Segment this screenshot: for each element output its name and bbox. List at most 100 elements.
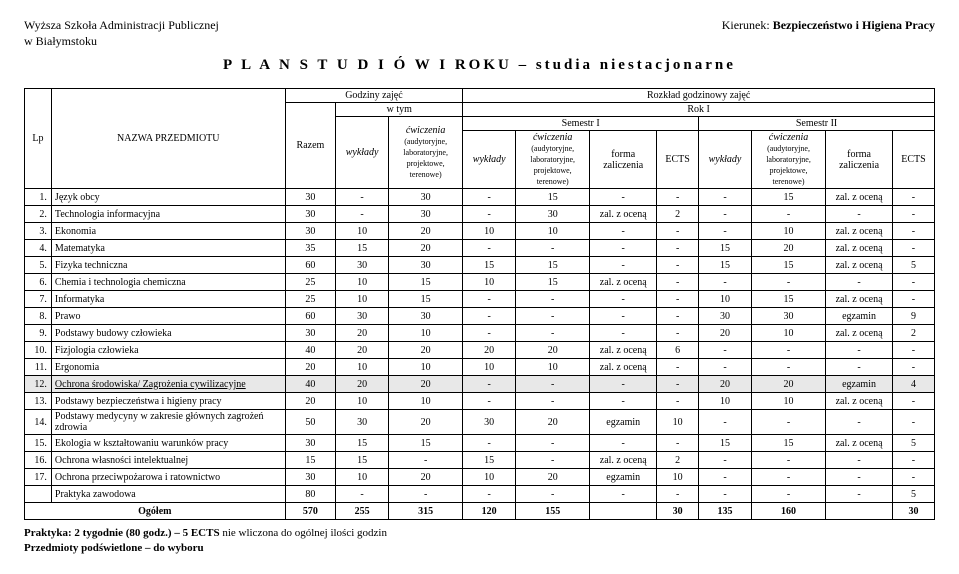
table-row: 6.Chemia i technologia chemiczna25101510…: [25, 274, 935, 291]
cell-value: zal. z oceną: [826, 393, 893, 410]
cell-value: -: [516, 452, 590, 469]
cell-value: 5: [892, 257, 934, 274]
sum-cell: 160: [751, 503, 825, 520]
cell-value: 2: [657, 452, 699, 469]
cell-value: -: [657, 486, 699, 503]
cell-value: -: [657, 257, 699, 274]
cell-value: -: [657, 223, 699, 240]
cell-value: -: [590, 308, 657, 325]
cell-value: 10: [699, 291, 752, 308]
cell-value: -: [699, 189, 752, 206]
cell-value: -: [826, 452, 893, 469]
cell-value: -: [463, 206, 516, 223]
table-row: Praktyka zawodowa80---------5: [25, 486, 935, 503]
cell-value: -: [826, 274, 893, 291]
cell-value: -: [751, 452, 825, 469]
table-row: 1.Język obcy30-30-15---15zal. z oceną-: [25, 189, 935, 206]
col-total: Razem: [285, 103, 336, 189]
cell-value: 30: [285, 469, 336, 486]
cell-value: -: [892, 452, 934, 469]
cell-value: 50: [285, 410, 336, 435]
table-row: 11.Ergonomia2010101010zal. z oceną-----: [25, 359, 935, 376]
cell-value: egzamin: [590, 410, 657, 435]
cell-num: 5.: [25, 257, 52, 274]
cell-num: 1.: [25, 189, 52, 206]
cell-value: -: [699, 274, 752, 291]
cell-value: 30: [463, 410, 516, 435]
table-row: 12.Ochrona środowiska/ Zagrożenia cywili…: [25, 376, 935, 393]
cell-value: 30: [751, 308, 825, 325]
cell-value: -: [590, 393, 657, 410]
cell-value: -: [516, 291, 590, 308]
cell-value: -: [699, 223, 752, 240]
cell-value: 20: [336, 342, 389, 359]
cell-value: zal. z oceną: [590, 342, 657, 359]
cell-value: -: [516, 486, 590, 503]
cell-value: 6: [657, 342, 699, 359]
cell-value: 10: [657, 469, 699, 486]
cell-value: -: [751, 206, 825, 223]
table-row: 4.Matematyka351520----1520zal. z oceną-: [25, 240, 935, 257]
footer-line1b: nie wliczona do ogólnej ilości godzin: [220, 527, 387, 539]
cell-num: 14.: [25, 410, 52, 435]
cell-value: zal. z oceną: [826, 325, 893, 342]
table-row: 14.Podstawy medycyny w zakresie głównych…: [25, 410, 935, 435]
cell-value: 30: [336, 257, 389, 274]
cell-name: Ekologia w kształtowaniu warunków pracy: [51, 435, 285, 452]
cell-num: 3.: [25, 223, 52, 240]
cell-value: 10: [388, 359, 462, 376]
cell-value: 30: [336, 308, 389, 325]
footer-block: Praktyka: 2 tygodnie (80 godz.) – 5 ECTS…: [24, 526, 935, 556]
cell-value: 15: [751, 291, 825, 308]
footer-line2-text: Przedmioty podświetlone – do wyboru: [24, 542, 204, 554]
cell-value: -: [699, 359, 752, 376]
cell-value: 30: [336, 410, 389, 435]
sum-cell: 570: [285, 503, 336, 520]
cell-value: 20: [751, 376, 825, 393]
cell-value: 15: [699, 240, 752, 257]
cell-value: -: [463, 393, 516, 410]
cell-value: -: [590, 291, 657, 308]
cell-value: -: [463, 308, 516, 325]
cell-value: -: [892, 223, 934, 240]
exercises-label-s1: ćwiczenia: [533, 132, 572, 143]
table-head: Lp NAZWA PRZEDMIOTU Godziny zajęć Rozkła…: [25, 89, 935, 189]
cell-value: -: [751, 359, 825, 376]
cell-value: 40: [285, 376, 336, 393]
cell-value: -: [590, 240, 657, 257]
cell-value: 20: [516, 410, 590, 435]
cell-value: 5: [892, 435, 934, 452]
cell-name: Fizyka techniczna: [51, 257, 285, 274]
cell-value: 20: [388, 469, 462, 486]
col-inthat: w tym: [336, 103, 463, 117]
cell-value: 2: [657, 206, 699, 223]
cell-value: -: [336, 486, 389, 503]
cell-value: -: [516, 393, 590, 410]
exercises-detail-s2: (audytoryjne, laboratoryjne, projektowe,…: [766, 144, 811, 186]
cell-value: 35: [285, 240, 336, 257]
cell-value: -: [590, 325, 657, 342]
cell-num: 7.: [25, 291, 52, 308]
cell-value: 20: [388, 240, 462, 257]
col-s2-exercises: ćwiczenia (audytoryjne, laboratoryjne, p…: [751, 131, 825, 189]
cell-name: Fizjologia człowieka: [51, 342, 285, 359]
sum-cell: [590, 503, 657, 520]
footer-line1a: Praktyka: 2 tygodnie (80 godz.) – 5 ECTS: [24, 527, 220, 539]
cell-name: Praktyka zawodowa: [51, 486, 285, 503]
cell-value: 10: [388, 325, 462, 342]
cell-value: 20: [388, 223, 462, 240]
cell-value: zal. z oceną: [826, 223, 893, 240]
cell-value: zal. z oceną: [826, 435, 893, 452]
cell-value: 20: [463, 342, 516, 359]
cell-value: -: [657, 325, 699, 342]
cell-value: -: [892, 410, 934, 435]
cell-value: 10: [751, 393, 825, 410]
cell-value: 25: [285, 291, 336, 308]
sum-cell: 155: [516, 503, 590, 520]
cell-value: -: [657, 189, 699, 206]
cell-value: 5: [892, 486, 934, 503]
sum-cell: 120: [463, 503, 516, 520]
cell-value: -: [463, 240, 516, 257]
cell-num: 13.: [25, 393, 52, 410]
cell-num: 16.: [25, 452, 52, 469]
